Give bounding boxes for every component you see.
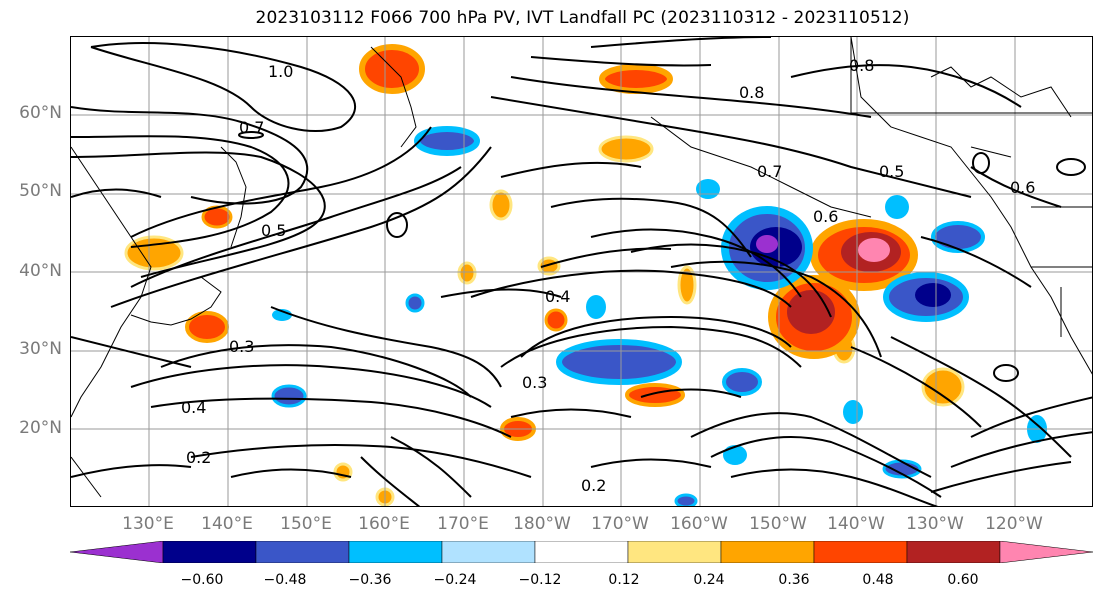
shade-positive xyxy=(677,265,697,305)
shade-positive xyxy=(625,383,685,407)
colorbar-segment xyxy=(627,541,722,563)
shade-negative xyxy=(722,368,762,396)
shade-negative xyxy=(931,221,985,253)
contour-label: 0.2 xyxy=(581,476,606,495)
shade-negative xyxy=(414,126,480,156)
contour-label: 0.6 xyxy=(1010,178,1035,197)
lon-label-180w: 180°W xyxy=(513,514,571,534)
colorbar-tick-label: 0.36 xyxy=(778,572,810,588)
lon-label-160w: 160°W xyxy=(670,514,728,534)
colorbar-tick-label: −0.24 xyxy=(433,572,477,588)
map-canvas: 1.0 0.8 0.7 0.6 0.5 0.4 0.3 0.2 0.8 0.7 … xyxy=(71,37,1092,506)
colorbar-segment xyxy=(255,541,350,563)
colorbar-segment xyxy=(813,541,908,563)
colorbar xyxy=(70,541,1093,563)
colorbar-segment xyxy=(999,541,1093,563)
shade-negative xyxy=(723,445,747,465)
shade-positive xyxy=(333,462,353,482)
lon-label-160e: 160°E xyxy=(358,514,410,534)
lon-label-120w: 120°W xyxy=(985,514,1043,534)
map-panel: 1.0 0.8 0.7 0.6 0.5 0.4 0.3 0.2 0.8 0.7 … xyxy=(70,36,1093,507)
contour-label: 0.2 xyxy=(186,448,211,467)
contour-label: 0.5 xyxy=(261,221,286,240)
lon-label-150w: 150°W xyxy=(749,514,807,534)
contour-label: 0.3 xyxy=(522,373,547,392)
shade-negative xyxy=(271,384,307,408)
shade-positive xyxy=(185,311,229,343)
lat-label-30n: 30°N xyxy=(19,339,62,359)
shade-positive xyxy=(921,367,965,407)
lat-label-20n: 20°N xyxy=(19,418,62,438)
shade-negative xyxy=(405,293,425,313)
lon-label-170e: 170°E xyxy=(437,514,489,534)
shade-positive xyxy=(537,256,561,276)
colorbar-tick-label: 0.24 xyxy=(693,572,725,588)
colorbar-tick-label: −0.36 xyxy=(348,572,392,588)
pv-contours xyxy=(71,37,1092,506)
colorbar-tick-label: −0.60 xyxy=(180,572,224,588)
lon-label-170w: 170°W xyxy=(591,514,649,534)
contour-label: 0.4 xyxy=(181,398,206,417)
contour-label: 0.3 xyxy=(229,337,254,356)
shade-negative xyxy=(885,195,909,219)
contour-labels: 1.0 0.8 0.7 0.6 0.5 0.4 0.3 0.2 0.8 0.7 … xyxy=(181,56,1035,495)
lon-label-150e: 150°E xyxy=(280,514,332,534)
colorbar-segment xyxy=(720,541,815,563)
graticule xyxy=(71,37,1092,506)
shade-negative-strong xyxy=(915,283,951,307)
shade-positive-max xyxy=(858,238,890,262)
contour-label: 0.7 xyxy=(239,118,264,137)
map-title: 2023103112 F066 700 hPa PV, IVT Landfall… xyxy=(255,8,910,28)
shade-positive xyxy=(124,235,184,271)
lat-label-60n: 60°N xyxy=(19,103,62,123)
contour-label: 0.7 xyxy=(757,162,782,181)
shade-positive xyxy=(489,189,513,221)
contour-label: 1.0 xyxy=(268,62,293,81)
shade-negative xyxy=(843,400,863,424)
contour-label: 0.8 xyxy=(849,56,874,75)
contour-label: 0.8 xyxy=(739,83,764,102)
shade-positive xyxy=(544,308,568,332)
shade-negative xyxy=(586,295,606,319)
lat-label-50n: 50°N xyxy=(19,181,62,201)
lat-label-40n: 40°N xyxy=(19,261,62,281)
lon-label-130e: 130°E xyxy=(122,514,174,534)
colorbar-segment xyxy=(534,541,629,563)
colorbar-tick-label: −0.48 xyxy=(263,572,307,588)
colorbar-tick-label: 0.48 xyxy=(862,572,894,588)
shade-negative xyxy=(556,339,682,385)
shade-negative xyxy=(674,493,698,506)
shade-positive xyxy=(359,44,425,94)
lon-label-140e: 140°E xyxy=(201,514,253,534)
shade-positive xyxy=(598,135,654,163)
colorbar-tick-label: −0.12 xyxy=(518,572,562,588)
colorbar-tick-label: 0.60 xyxy=(947,572,979,588)
lon-label-140w: 140°W xyxy=(827,514,885,534)
contour-label: 0.5 xyxy=(879,162,904,181)
contour-label: 0.4 xyxy=(545,287,570,306)
shade-positive xyxy=(457,261,477,285)
colorbar-tick-label: 0.12 xyxy=(608,572,640,588)
shade-negative-max xyxy=(756,235,778,253)
lon-label-130w: 130°W xyxy=(906,514,964,534)
contour-label: 0.6 xyxy=(813,207,838,226)
colorbar-segment xyxy=(348,541,443,563)
shade-positive xyxy=(599,64,673,94)
colorbar-segment xyxy=(441,541,536,563)
coastlines xyxy=(71,37,1092,498)
colorbar-segment xyxy=(906,541,1001,563)
shading-layer xyxy=(124,44,1047,506)
